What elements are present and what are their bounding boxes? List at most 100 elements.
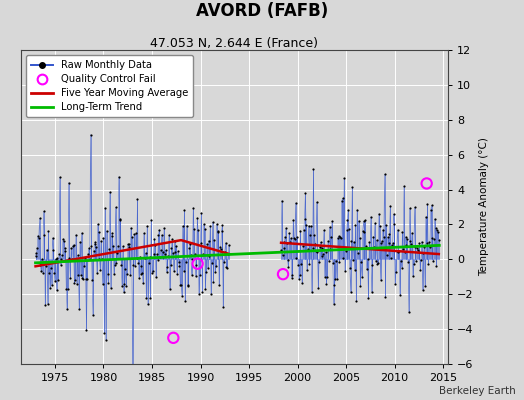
Legend: Raw Monthly Data, Quality Control Fail, Five Year Moving Average, Long-Term Tren: Raw Monthly Data, Quality Control Fail, …: [26, 55, 193, 117]
Point: [188, 256, 196, 263]
Point: [170, 268, 178, 274]
Point: [64, 180, 73, 186]
Point: [129, 262, 138, 268]
Point: [85, 245, 93, 252]
Point: [397, 258, 405, 264]
Point: [219, 304, 227, 310]
Point: [370, 244, 378, 251]
Point: [432, 262, 441, 269]
Point: [339, 255, 347, 261]
Point: [206, 223, 214, 229]
Point: [168, 236, 177, 242]
Point: [169, 335, 178, 341]
Point: [136, 271, 145, 277]
Point: [97, 256, 106, 262]
Point: [288, 272, 297, 278]
Point: [327, 234, 335, 241]
Point: [305, 261, 313, 267]
Point: [402, 242, 411, 248]
Point: [33, 245, 41, 251]
Point: [427, 207, 435, 214]
Point: [285, 230, 293, 236]
Point: [177, 282, 185, 288]
Point: [373, 261, 381, 268]
Point: [165, 232, 173, 238]
Point: [197, 210, 205, 216]
Point: [92, 244, 101, 250]
Point: [36, 262, 45, 268]
Point: [375, 210, 383, 217]
Point: [420, 244, 429, 250]
Point: [112, 260, 121, 266]
Point: [81, 276, 90, 282]
Point: [326, 246, 335, 252]
Point: [366, 245, 374, 252]
Point: [333, 235, 342, 242]
Point: [290, 235, 298, 241]
Point: [57, 256, 66, 262]
Point: [42, 246, 51, 253]
Point: [161, 247, 170, 254]
Point: [294, 262, 302, 268]
Point: [138, 270, 147, 276]
Point: [278, 252, 287, 258]
Point: [300, 227, 308, 233]
Point: [223, 265, 232, 272]
Point: [130, 231, 138, 238]
Point: [213, 221, 221, 227]
Point: [406, 205, 414, 212]
Point: [329, 260, 337, 266]
Point: [140, 255, 149, 261]
Point: [414, 248, 423, 255]
Point: [41, 302, 49, 308]
Point: [211, 269, 219, 275]
Point: [333, 276, 341, 282]
Point: [403, 235, 411, 242]
Point: [331, 276, 340, 282]
Point: [103, 228, 111, 234]
Point: [71, 276, 79, 283]
Point: [111, 262, 119, 268]
Point: [363, 266, 371, 272]
Point: [167, 244, 176, 251]
Point: [154, 256, 162, 263]
Point: [351, 266, 359, 273]
Point: [182, 259, 190, 265]
Point: [69, 242, 78, 248]
Point: [160, 225, 168, 231]
Point: [187, 252, 195, 258]
Point: [134, 259, 143, 266]
Point: [49, 247, 58, 254]
Point: [298, 280, 307, 286]
Point: [59, 236, 67, 242]
Point: [100, 330, 108, 336]
Point: [421, 282, 429, 289]
Point: [123, 270, 131, 277]
Point: [348, 184, 356, 191]
Point: [78, 230, 86, 236]
Point: [321, 274, 329, 280]
Point: [200, 221, 208, 227]
Point: [418, 238, 426, 245]
Point: [90, 248, 98, 254]
Point: [409, 273, 417, 280]
Point: [424, 260, 432, 267]
Point: [127, 234, 136, 240]
Point: [385, 231, 394, 238]
Point: [126, 272, 134, 278]
Point: [66, 274, 74, 281]
Point: [320, 227, 328, 234]
Point: [378, 237, 386, 244]
Point: [316, 239, 325, 245]
Point: [48, 235, 57, 241]
Point: [137, 262, 146, 269]
Point: [356, 282, 365, 289]
Point: [151, 242, 159, 248]
Point: [410, 260, 418, 267]
Point: [145, 260, 153, 266]
Point: [106, 285, 115, 291]
Point: [216, 244, 224, 250]
Point: [110, 271, 118, 277]
Point: [360, 229, 368, 235]
Point: [381, 294, 390, 300]
